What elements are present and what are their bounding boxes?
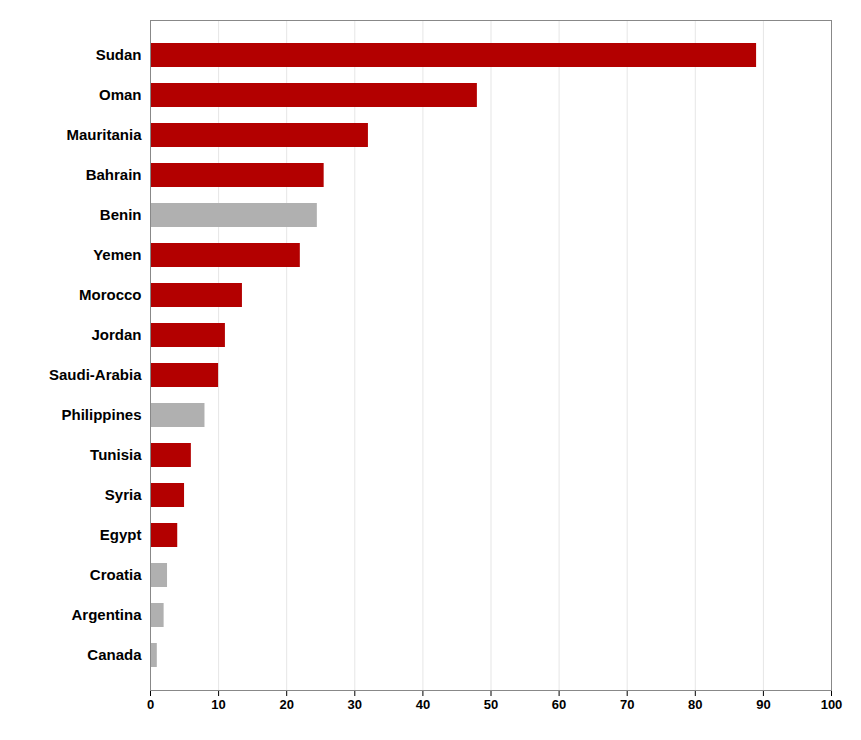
svg-text:Argentina: Argentina (71, 606, 142, 623)
svg-text:40: 40 (416, 697, 430, 712)
svg-text:Jordan: Jordan (91, 326, 141, 343)
svg-text:0: 0 (147, 697, 154, 712)
svg-text:Egypt: Egypt (100, 526, 142, 543)
svg-text:20: 20 (279, 697, 293, 712)
svg-text:100: 100 (821, 697, 843, 712)
svg-text:Bahrain: Bahrain (86, 166, 142, 183)
svg-text:Oman: Oman (99, 86, 142, 103)
svg-text:70: 70 (620, 697, 634, 712)
svg-text:Mauritania: Mauritania (66, 126, 142, 143)
svg-text:Yemen: Yemen (93, 246, 141, 263)
svg-text:Croatia: Croatia (90, 566, 142, 583)
svg-text:Canada: Canada (87, 646, 142, 663)
svg-text:50: 50 (484, 697, 498, 712)
svg-text:Benin: Benin (100, 206, 142, 223)
svg-text:Morocco: Morocco (79, 286, 142, 303)
svg-text:Sudan: Sudan (96, 46, 142, 63)
svg-text:Syria: Syria (105, 486, 142, 503)
svg-text:30: 30 (348, 697, 362, 712)
svg-text:Tunisia: Tunisia (90, 446, 142, 463)
svg-text:Saudi-Arabia: Saudi-Arabia (49, 366, 142, 383)
svg-text:90: 90 (756, 697, 770, 712)
svg-text:60: 60 (552, 697, 566, 712)
svg-text:80: 80 (688, 697, 702, 712)
svg-text:10: 10 (211, 697, 225, 712)
svg-text:Philippines: Philippines (61, 406, 141, 423)
